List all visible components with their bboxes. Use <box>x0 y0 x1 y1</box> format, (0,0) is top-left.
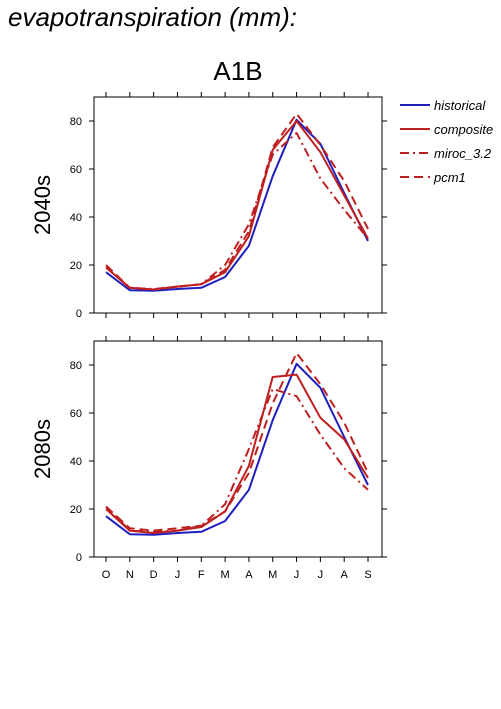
legend-label-composite: composite <box>434 122 493 137</box>
series-line-composite <box>105 373 369 534</box>
y-tick-label: 20 <box>70 504 82 516</box>
x-tick-label: M <box>221 569 230 581</box>
panel-label: 2040s <box>30 175 55 235</box>
series-line-historical <box>105 362 369 536</box>
panel-label: 2080s <box>30 419 55 479</box>
series-line-pcm1 <box>105 352 369 532</box>
y-tick-label: 80 <box>70 116 82 128</box>
y-tick-label: 80 <box>70 360 82 372</box>
y-tick-label: 60 <box>70 408 82 420</box>
panel-2040s: 0 20 40 60 80 2040s <box>30 92 387 320</box>
y-tick-label: 40 <box>70 212 82 224</box>
panel-2080s: 0 20 40 60 80 O N D J F M A M J J A S 2080s <box>30 336 387 581</box>
y-tick-label: 20 <box>70 260 82 272</box>
y-tick-label: 60 <box>70 164 82 176</box>
x-tick-label: S <box>364 569 371 581</box>
legend: historical composite miroc_3.2 pcm1 <box>400 98 493 185</box>
y-tick-label: 40 <box>70 456 82 468</box>
series-line-composite <box>105 120 369 291</box>
x-tick-label: J <box>175 569 181 581</box>
page-title: evapotranspiration (mm): <box>8 2 297 32</box>
series-line-pcm1 <box>105 112 369 291</box>
x-tick-label: J <box>294 569 300 581</box>
legend-label-pcm1: pcm1 <box>433 170 466 185</box>
series-line-miroc <box>105 388 369 533</box>
legend-label-miroc: miroc_3.2 <box>434 146 492 161</box>
series-line-miroc <box>105 132 369 290</box>
x-tick-label: A <box>245 569 253 581</box>
plot-frame <box>93 340 383 558</box>
x-tick-label: N <box>126 569 134 581</box>
y-tick-label: 0 <box>76 552 82 564</box>
x-tick-label: J <box>318 569 324 581</box>
x-tick-label: M <box>268 569 277 581</box>
x-tick-label: D <box>150 569 158 581</box>
plot-frame <box>93 96 383 314</box>
scenario-title: A1B <box>213 56 262 86</box>
x-tick-label: F <box>198 569 205 581</box>
y-tick-label: 0 <box>76 308 82 320</box>
series-line-historical <box>105 118 369 292</box>
x-tick-label: A <box>341 569 349 581</box>
x-tick-label: O <box>102 569 111 581</box>
panels: 0 20 40 60 80 2040s 0 20 40 60 80 O N D J F M A M J J A S 2080s <box>30 92 387 581</box>
legend-label-historical: historical <box>434 98 486 113</box>
